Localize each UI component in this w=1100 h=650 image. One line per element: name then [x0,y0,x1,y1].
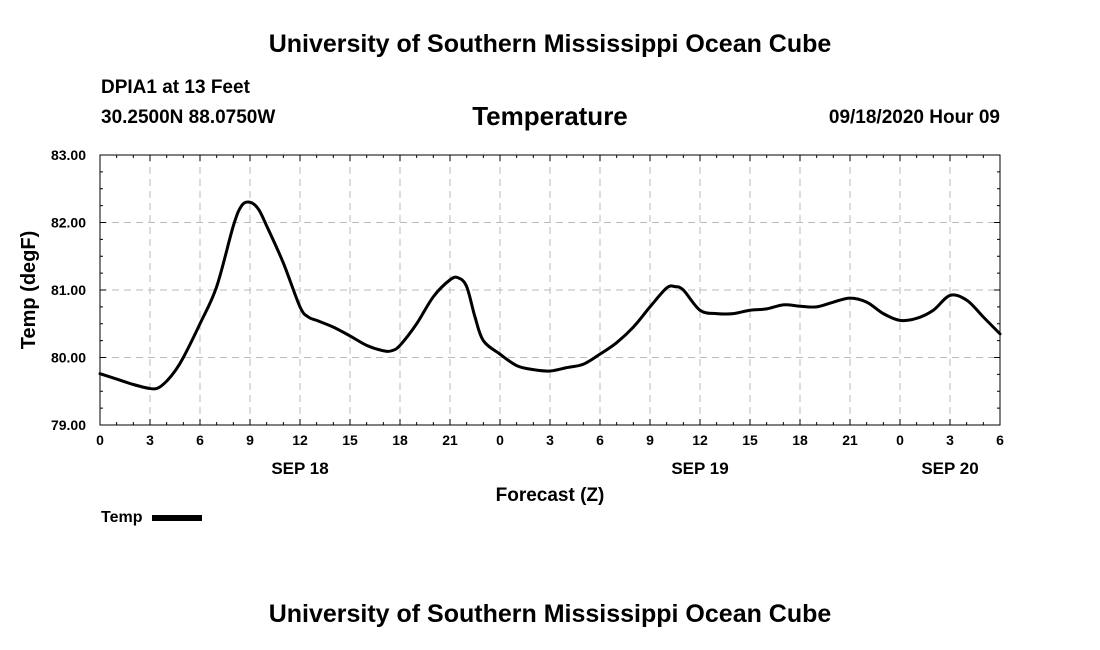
y-tick-label: 82.00 [51,215,86,231]
x-tick-label: 18 [792,432,808,448]
coordinates-label: 30.2500N 88.0750W [101,107,276,128]
x-tick-label: 6 [196,432,204,448]
legend-line-swatch [152,515,203,521]
chart-header-title: University of Southern Mississippi Ocean… [268,30,832,58]
x-tick-label: 12 [292,432,308,448]
chart-footer-title: University of Southern Mississippi Ocean… [268,600,832,628]
date-label: SEP 18 [271,459,328,478]
x-tick-label: 15 [742,432,758,448]
date-label: SEP 20 [921,459,978,478]
x-tick-label: 12 [692,432,708,448]
y-tick-label: 80.00 [51,350,86,366]
x-tick-label: 9 [646,432,654,448]
date-label: SEP 19 [671,459,728,478]
x-tick-label: 15 [342,432,358,448]
legend: Temp [101,509,203,527]
x-tick-label: 0 [496,432,504,448]
y-axis-title: Temp (degF) [18,231,40,350]
series-line-temp [98,200,1002,391]
x-axis-title: Forecast (Z) [496,485,605,506]
x-tick-label: 3 [146,432,154,448]
x-tick-label: 3 [546,432,554,448]
legend-label: Temp [101,509,143,526]
chart-title: Temperature [472,101,628,131]
y-tick-label: 79.00 [51,417,86,433]
y-tick-label: 83.00 [51,147,86,163]
x-tick-label: 18 [392,432,408,448]
x-tick-label: 6 [596,432,604,448]
x-tick-label: 6 [996,432,1004,448]
y-tick-label: 81.00 [51,282,86,298]
x-tick-label: 21 [442,432,458,448]
forecast-timestamp: 09/18/2020 Hour 09 [828,107,1000,128]
x-tick-label: 0 [896,432,904,448]
station-label: DPIA1 at 13 Feet [101,77,250,98]
x-tick-label: 0 [96,432,104,448]
x-tick-label: 21 [842,432,858,448]
x-tick-label: 3 [946,432,954,448]
x-tick-label: 9 [246,432,254,448]
